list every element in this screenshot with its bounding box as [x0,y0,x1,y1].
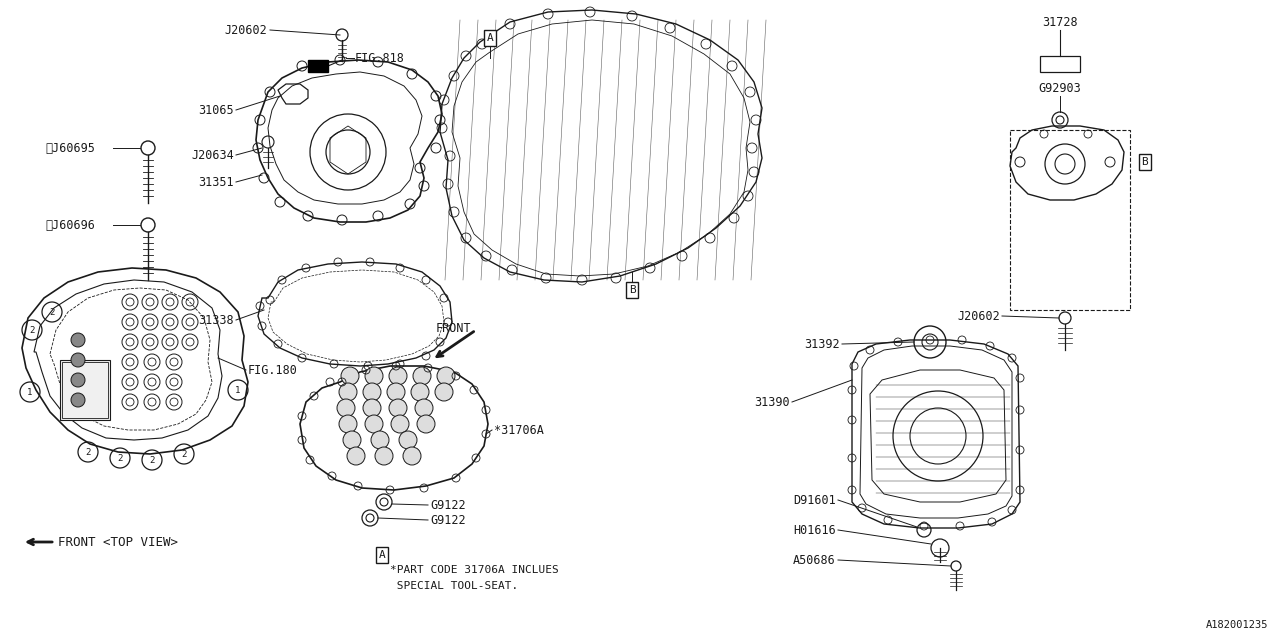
Circle shape [387,383,404,401]
Text: 2: 2 [86,447,91,456]
Circle shape [411,383,429,401]
Text: B: B [628,285,635,295]
Text: 31065: 31065 [198,104,234,116]
Circle shape [415,399,433,417]
Circle shape [337,399,355,417]
Circle shape [343,431,361,449]
Circle shape [435,383,453,401]
Text: A182001235: A182001235 [1206,620,1268,630]
Circle shape [375,447,393,465]
Circle shape [417,415,435,433]
Text: B: B [1142,157,1148,167]
Circle shape [371,431,389,449]
Text: G9122: G9122 [430,513,466,527]
Text: J20602: J20602 [957,310,1000,323]
Text: A: A [379,550,385,560]
Text: FRONT: FRONT [435,322,471,335]
Bar [1039,56,1080,72]
Circle shape [364,399,381,417]
Bar [60,360,110,420]
Circle shape [389,367,407,385]
Text: 2: 2 [50,307,55,317]
Circle shape [365,415,383,433]
Circle shape [403,447,421,465]
Text: 2: 2 [118,454,123,463]
Text: 1: 1 [236,385,241,394]
Circle shape [339,415,357,433]
Text: *PART CODE 31706A INCLUES: *PART CODE 31706A INCLUES [390,565,559,575]
Circle shape [436,367,454,385]
Text: G92903: G92903 [1038,81,1082,95]
Text: 2: 2 [182,449,187,458]
Circle shape [70,393,84,407]
Text: SPECIAL TOOL-SEAT.: SPECIAL TOOL-SEAT. [390,581,518,591]
Circle shape [365,367,383,385]
Text: 2: 2 [29,326,35,335]
Circle shape [347,447,365,465]
Bar [61,362,108,418]
Bar [1010,130,1130,310]
Text: A50686: A50686 [794,554,836,566]
Text: A: A [486,33,493,43]
Text: 2: 2 [150,456,155,465]
Text: *31706A: *31706A [494,424,544,436]
Text: 31338: 31338 [198,314,234,326]
Text: FRONT <TOP VIEW>: FRONT <TOP VIEW> [58,536,178,548]
Text: 31390: 31390 [754,396,790,408]
Circle shape [390,415,410,433]
Circle shape [70,333,84,347]
Circle shape [70,373,84,387]
Circle shape [339,383,357,401]
Text: 1: 1 [27,387,33,397]
Circle shape [70,353,84,367]
Text: FIG.818: FIG.818 [355,51,404,65]
Text: G9122: G9122 [430,499,466,511]
Text: 31351: 31351 [198,175,234,189]
Text: J20634: J20634 [191,148,234,161]
Text: ②J60696: ②J60696 [45,218,95,232]
Circle shape [364,383,381,401]
Circle shape [413,367,431,385]
Text: J20602: J20602 [224,24,268,36]
Text: H01616: H01616 [794,524,836,536]
Text: ①J60695: ①J60695 [45,141,95,154]
Polygon shape [308,60,328,72]
Circle shape [389,399,407,417]
Text: 31392: 31392 [804,337,840,351]
Text: 31728: 31728 [1042,15,1078,29]
Circle shape [399,431,417,449]
Text: D91601: D91601 [794,493,836,506]
Circle shape [340,367,358,385]
Text: FIG.180: FIG.180 [248,364,298,376]
